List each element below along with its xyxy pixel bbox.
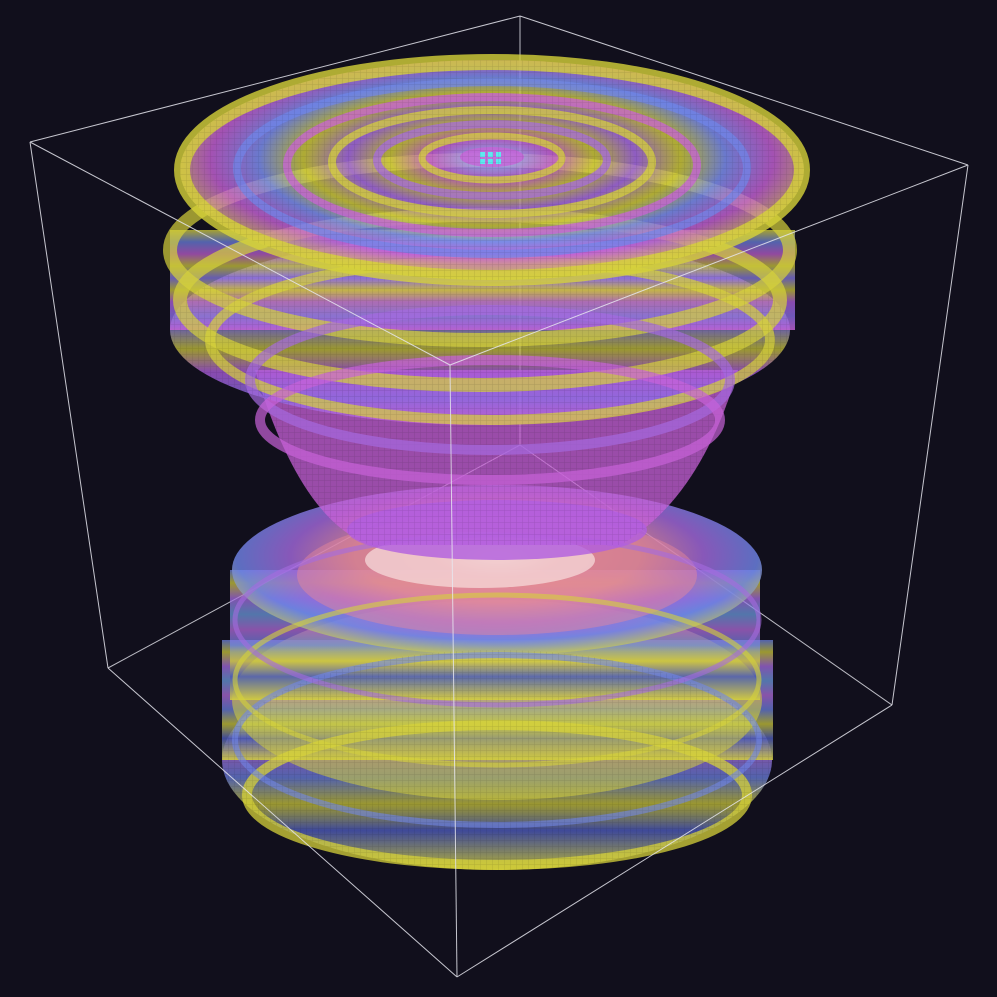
bounding-box-front: [29, 15, 969, 978]
top-face: [174, 54, 810, 286]
